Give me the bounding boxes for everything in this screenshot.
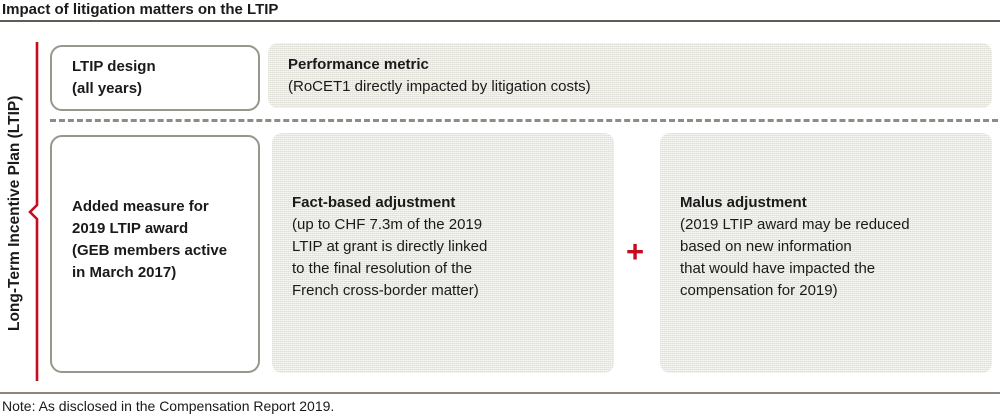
performance-metric-content: Performance metric (RoCET1 directly impa… (288, 54, 982, 98)
fact-based-adjustment-heading: Fact-based adjustment (292, 194, 456, 211)
fact-based-adjustment-box: Fact-based adjustment (up to CHF 7.3m of… (272, 133, 614, 373)
figure-title: Impact of litigation matters on the LTIP (2, 1, 279, 18)
performance-metric-heading: Performance metric (288, 55, 429, 73)
malus-adjustment-body: (2019 LTIP award may be reduced based on… (680, 216, 910, 299)
added-measure-box: Added measure for 2019 LTIP award (GEB m… (50, 135, 260, 373)
malus-adjustment-content: Malus adjustment (2019 LTIP award may be… (680, 192, 982, 302)
malus-adjustment-box: Malus adjustment (2019 LTIP award may be… (660, 133, 992, 373)
fact-based-adjustment-body: (up to CHF 7.3m of the 2019 LTIP at gran… (292, 216, 488, 299)
title-rule (0, 20, 1000, 22)
ltip-design-label: LTIP design (all years) (72, 58, 156, 97)
added-measure-label: Added measure for 2019 LTIP award (GEB m… (72, 198, 228, 281)
ltip-design-box: LTIP design (all years) (50, 45, 260, 111)
note-rule (0, 392, 1000, 394)
dashed-divider (50, 119, 998, 122)
malus-adjustment-heading: Malus adjustment (680, 194, 807, 211)
fact-based-adjustment-content: Fact-based adjustment (up to CHF 7.3m of… (292, 192, 604, 302)
footnote: Note: As disclosed in the Compensation R… (2, 398, 335, 414)
axis-group-label: Long-Term Incentive Plan (LTIP) (6, 95, 23, 331)
performance-metric-body: (RoCET1 directly impacted by litigation … (288, 77, 591, 95)
red-brace-icon (28, 42, 39, 381)
performance-metric-box: Performance metric (RoCET1 directly impa… (268, 43, 992, 108)
plus-icon: + (625, 234, 645, 269)
